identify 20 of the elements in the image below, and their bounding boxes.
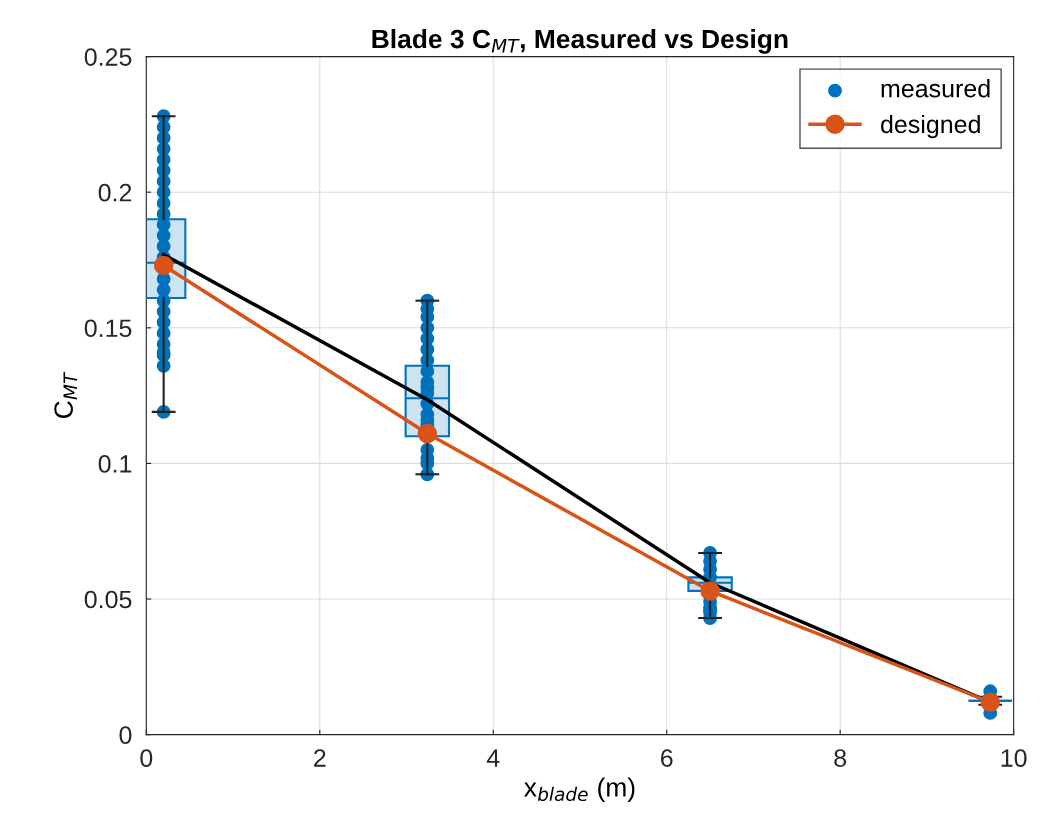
x-tick-label: 8 (834, 749, 847, 767)
y-tick-label: 0.2 (98, 183, 132, 202)
point (980, 692, 1000, 712)
x-tick-label: 10 (1001, 749, 1027, 767)
legend-label: measured (881, 79, 990, 98)
point (417, 423, 438, 444)
legend-label: designed (881, 114, 980, 139)
x-tick-label: 0 (140, 749, 153, 767)
y-tick-label: 0 (119, 726, 132, 744)
y-tick-label: 0.05 (84, 590, 132, 609)
y-tick-label: 0.15 (84, 319, 132, 338)
x-tick-label: 6 (661, 749, 673, 767)
y-tick-label: 0.1 (98, 455, 132, 473)
x-axis-title: x$_{blade}$ (m) (524, 777, 635, 802)
x-tick-label: 4 (486, 749, 500, 767)
y-tick-label: 0.25 (84, 48, 132, 66)
point (700, 581, 720, 601)
y-axis-title: C$_{MT}$ (54, 371, 78, 419)
chart-title: Blade 3 C$_{MT}$, Measured vs Design (372, 28, 788, 54)
x-tick-label: 2 (314, 749, 326, 767)
